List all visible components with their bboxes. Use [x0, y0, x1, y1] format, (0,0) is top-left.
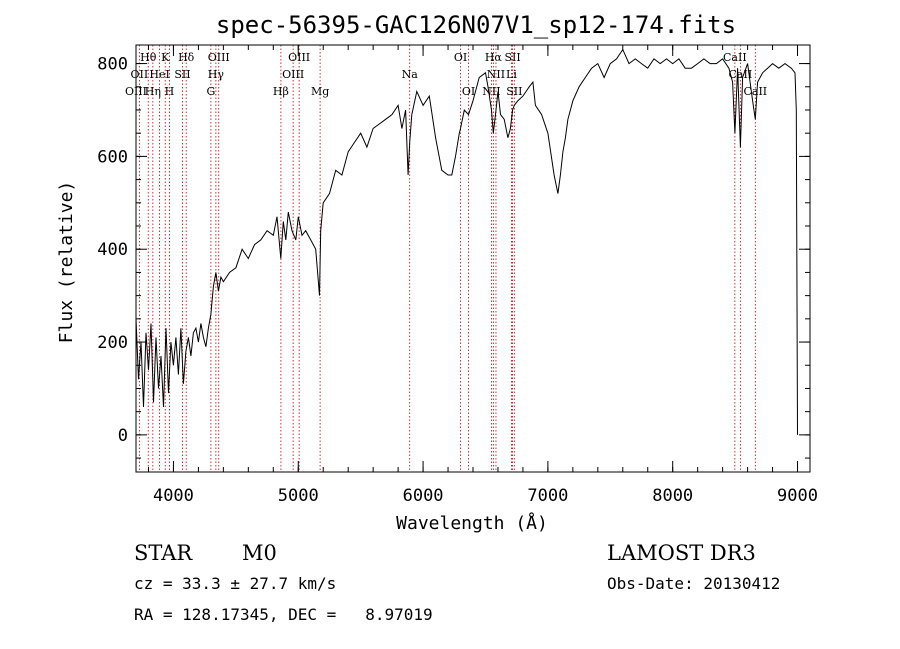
spectral-line-label: CaII: [723, 51, 747, 64]
redshift-velocity: cz = 33.3 ± 27.7 km/s: [134, 574, 336, 593]
spectral-line-label: NII: [487, 68, 505, 81]
spectral-line-label: Hθ: [140, 51, 157, 64]
spectral-line-label: HeI: [149, 68, 169, 81]
x-tick-label: 4000: [153, 486, 194, 506]
y-tick-labels: 0 200 400 600 800: [97, 55, 128, 446]
axis-ticks: [136, 45, 810, 472]
spectral-line-label: Na: [402, 68, 419, 81]
y-axis-label: Flux (relative): [56, 181, 77, 344]
spectral-line-label: Hγ: [208, 68, 225, 81]
x-tick-label: 9000: [777, 486, 818, 506]
spectral-line-label: NII: [482, 85, 500, 98]
spectral-line-label: CaII: [729, 68, 753, 81]
spectral-line-label: OII: [131, 68, 149, 81]
spectral-line-label: Hδ: [178, 51, 195, 64]
spectral-line-label: CaII: [743, 85, 767, 98]
y-tick-label: 800: [97, 55, 128, 75]
x-tick-labels: 4000 5000 6000 7000 8000 9000: [153, 486, 818, 506]
spectral-line-label: OI: [462, 85, 475, 98]
spectrum-line: [135, 48, 798, 435]
x-tick-label: 7000: [527, 486, 568, 506]
spectral-line-label: Mg: [311, 85, 329, 98]
spectral-line-label: OIII: [288, 51, 310, 64]
spectral-line-label: G: [206, 85, 215, 98]
spectral-line-label: K: [161, 51, 170, 64]
y-tick-label: 400: [97, 240, 128, 260]
y-tick-label: 0: [118, 426, 128, 446]
plot-frame: [135, 44, 811, 473]
spectral-line-label: Hβ: [273, 85, 289, 98]
object-class: STAR: [134, 541, 193, 565]
spectral-line-label: SII: [506, 85, 522, 98]
y-tick-label: 200: [97, 333, 128, 353]
object-subclass: M0: [242, 541, 277, 565]
spectral-line-label: Hη: [145, 85, 161, 98]
spectral-line-label: Hα: [485, 51, 503, 64]
spectral-line-label: OI: [454, 51, 467, 64]
spectral-line-label: Li: [506, 68, 517, 81]
chart-title: spec-56395-GAC126N07V1_sp12-174.fits: [216, 11, 736, 39]
spectral-line-label: OIII: [208, 51, 230, 64]
x-tick-label: 6000: [403, 486, 444, 506]
x-axis-label: Wavelength (Å): [396, 512, 548, 534]
x-tick-label: 8000: [652, 486, 693, 506]
spectral-line-markers: [135, 45, 756, 472]
spectral-line-label: H: [165, 85, 175, 98]
spectral-line-label: OIII: [282, 68, 304, 81]
spectral-line-label: SII: [174, 68, 190, 81]
x-tick-label: 5000: [278, 486, 319, 506]
ra-dec-coordinates: RA = 128.17345, DEC = 8.97019: [134, 605, 433, 624]
spectral-line-label: SII: [504, 51, 520, 64]
survey-name: LAMOST DR3: [607, 541, 756, 565]
y-tick-label: 600: [97, 147, 128, 167]
observation-date: Obs-Date: 20130412: [607, 574, 780, 593]
